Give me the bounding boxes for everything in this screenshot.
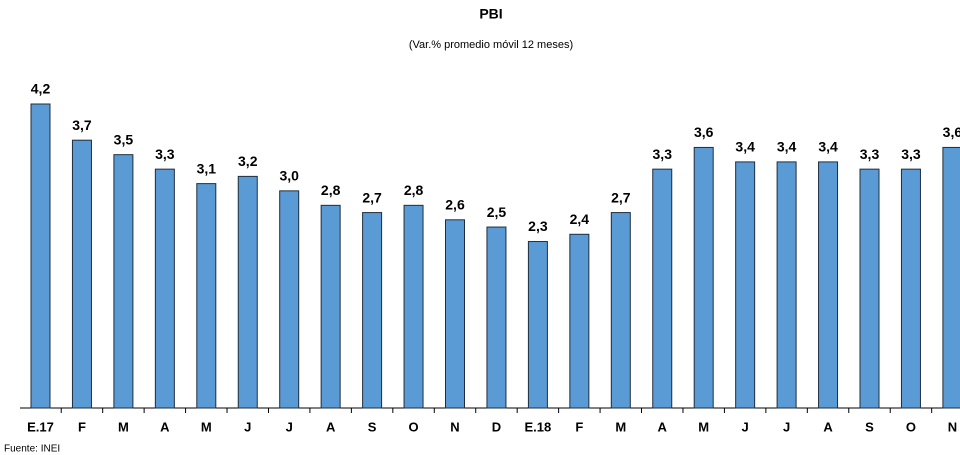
x-tick-label: F	[575, 419, 583, 434]
bar	[279, 190, 300, 409]
bar	[942, 146, 960, 409]
x-tick-label: J	[742, 419, 749, 434]
x-tick-label: S	[865, 419, 874, 434]
bar	[859, 168, 880, 409]
bar	[445, 219, 465, 409]
source-note: Fuente: INEI	[4, 444, 60, 455]
chart-subtitle: (Var.% promedio móvil 12 meses)	[409, 39, 573, 51]
data-label: 3,1	[197, 160, 217, 176]
data-label: 3,5	[114, 131, 134, 147]
bar	[900, 168, 921, 409]
data-label: 3,3	[901, 146, 921, 162]
bar	[735, 161, 756, 409]
x-tick-label: S	[368, 419, 377, 434]
data-label: 2,5	[487, 204, 507, 220]
data-label: 3,6	[694, 124, 714, 140]
bar	[486, 226, 507, 409]
x-tick-label: N	[450, 419, 459, 434]
data-label: 3,0	[279, 168, 299, 184]
x-tick-label: F	[78, 419, 86, 434]
data-label: 2,4	[570, 211, 590, 227]
bar	[693, 146, 714, 409]
bar	[320, 204, 341, 409]
x-tick-label: D	[492, 419, 501, 434]
x-tick-label: M	[118, 419, 129, 434]
data-label: 2,7	[611, 189, 631, 205]
x-tick-label: A	[160, 419, 170, 434]
x-tick-label: A	[326, 419, 336, 434]
x-tick-label: E.17	[27, 419, 54, 434]
data-label: 3,4	[818, 139, 838, 155]
bar	[569, 233, 590, 409]
data-label: 3,4	[735, 139, 755, 155]
x-tick-label: J	[783, 419, 790, 434]
data-label: 2,6	[445, 197, 465, 213]
data-label: 3,4	[777, 139, 797, 155]
data-label: 3,3	[155, 146, 175, 162]
data-label: 2,8	[321, 182, 341, 198]
bar	[610, 212, 631, 409]
bar	[196, 183, 217, 409]
x-tick-label: O	[906, 419, 916, 434]
bar	[776, 161, 797, 409]
bar	[818, 161, 839, 409]
data-label: 3,3	[653, 146, 673, 162]
bar	[527, 241, 548, 409]
x-tick-label: M	[698, 419, 709, 434]
data-label: 4,2	[31, 81, 51, 97]
x-tick-label: A	[823, 419, 833, 434]
data-label: 3,2	[238, 153, 258, 169]
bar	[652, 168, 673, 409]
bar	[237, 175, 258, 409]
bar	[30, 103, 51, 409]
x-tick-label: J	[286, 419, 293, 434]
x-tick-label: O	[408, 419, 418, 434]
x-tick-label: A	[658, 419, 668, 434]
data-label: 3,6	[943, 124, 960, 140]
bar	[362, 212, 383, 409]
x-tick-label: M	[615, 419, 626, 434]
data-label: 2,3	[528, 218, 548, 234]
data-label: 3,7	[72, 117, 92, 133]
bar	[403, 204, 424, 409]
bar	[113, 154, 134, 409]
x-tick-label: J	[244, 419, 251, 434]
data-label: 3,3	[860, 146, 880, 162]
data-label: 2,7	[362, 189, 382, 205]
x-tick-label: E.18	[525, 419, 552, 434]
x-tick-label: N	[948, 419, 957, 434]
bar	[154, 168, 175, 409]
chart-title: PBI	[479, 6, 502, 22]
x-tick-label: M	[201, 419, 212, 434]
bar	[71, 139, 92, 409]
data-label: 2,8	[404, 182, 424, 198]
